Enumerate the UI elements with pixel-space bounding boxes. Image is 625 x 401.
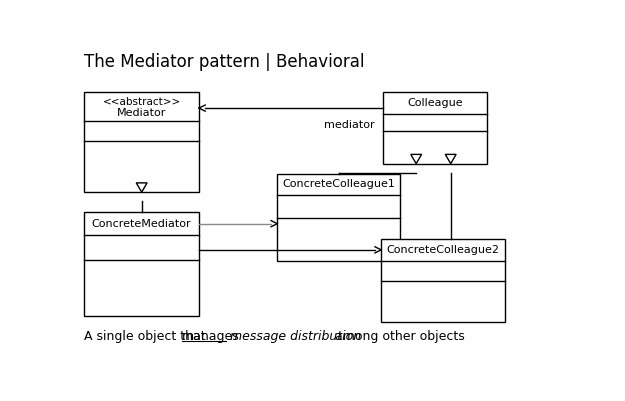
Polygon shape <box>445 154 456 164</box>
Text: ConcreteMediator: ConcreteMediator <box>92 219 191 229</box>
Text: among other objects: among other objects <box>331 330 465 343</box>
Text: A single object that: A single object that <box>84 330 210 343</box>
Text: The Mediator pattern | Behavioral: The Mediator pattern | Behavioral <box>84 53 365 71</box>
Bar <box>278 174 400 261</box>
Text: Mediator: Mediator <box>117 108 166 118</box>
Text: ConcreteColleague2: ConcreteColleague2 <box>387 245 499 255</box>
Text: manages: manages <box>182 330 239 343</box>
Bar <box>382 92 488 164</box>
Bar <box>381 239 505 322</box>
Text: mediator: mediator <box>324 119 375 130</box>
Polygon shape <box>411 154 422 164</box>
Text: ConcreteColleague1: ConcreteColleague1 <box>282 179 395 189</box>
Text: <<abstract>>: <<abstract>> <box>102 97 181 107</box>
Text: message distribution: message distribution <box>229 330 361 343</box>
Bar <box>84 212 199 316</box>
Text: Colleague: Colleague <box>408 98 463 108</box>
Bar <box>84 92 199 192</box>
Polygon shape <box>136 183 147 192</box>
